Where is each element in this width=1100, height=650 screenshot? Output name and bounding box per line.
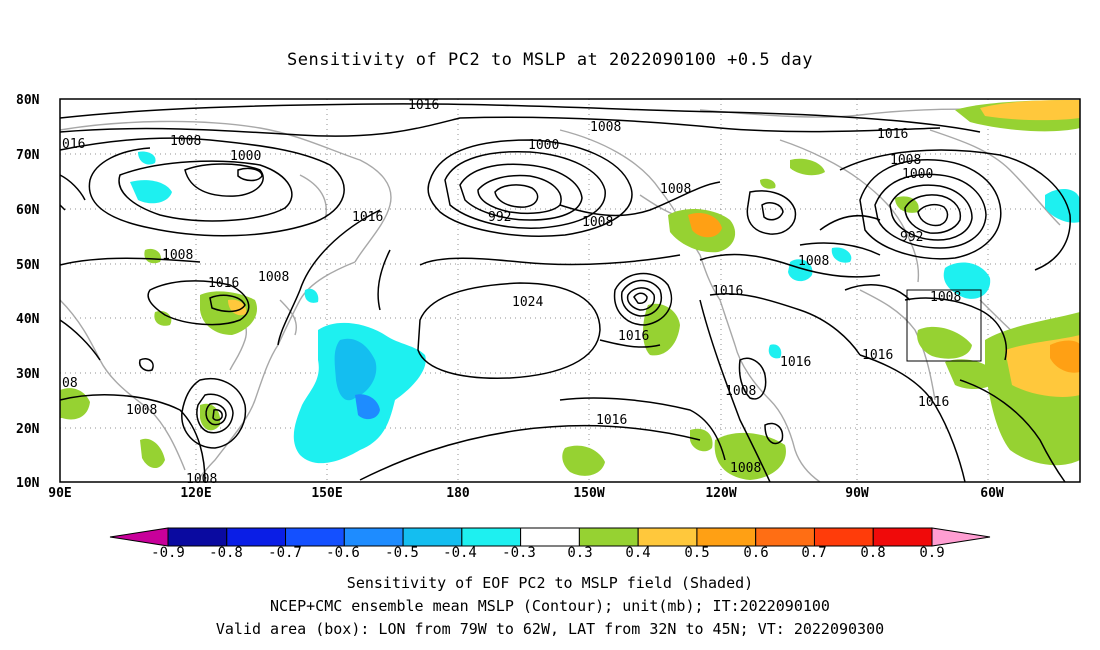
contour-label: 1016 xyxy=(780,355,811,370)
contour-label: 1008 xyxy=(170,134,201,149)
colorbar-swatch xyxy=(285,527,345,547)
contour-label: 1024 xyxy=(512,295,543,310)
lon-tick-label: 120E xyxy=(180,486,211,501)
contour-label: 1016 xyxy=(877,127,908,142)
colorbar-swatch xyxy=(520,527,580,547)
lon-tick-label: 60W xyxy=(980,486,1004,501)
colorbar-swatch xyxy=(872,527,933,547)
contour-label: 992 xyxy=(900,230,923,245)
colorbar-high-end xyxy=(931,527,991,547)
contour-label: 1008 xyxy=(930,290,961,305)
lon-tick-label: 150E xyxy=(311,486,342,501)
contour-label: 1016 xyxy=(208,276,239,291)
lat-tick-label: 70N xyxy=(16,148,40,163)
colorbar-label: 0.4 xyxy=(625,545,650,561)
lon-axis: 90E 120E 150E 180 150W 120W 90W 60W xyxy=(48,486,1004,501)
contour-label: 1008 xyxy=(725,384,756,399)
chart-title: Sensitivity of PC2 to MSLP at 2022090100… xyxy=(286,50,813,70)
contour-label: 1016 xyxy=(862,348,893,363)
colorbar-label: -0.8 xyxy=(209,545,243,561)
contour-label: 1000 xyxy=(528,138,559,153)
contour-label: 1008 xyxy=(730,461,761,476)
colorbar-label: -0.4 xyxy=(443,545,477,561)
lat-tick-label: 80N xyxy=(16,93,40,108)
contour-label: 992 xyxy=(488,210,511,225)
contour-label: 1016 xyxy=(596,413,627,428)
contour-label: 1008 xyxy=(890,153,921,168)
colorbar-swatch xyxy=(226,527,287,547)
colorbar-label: 0.8 xyxy=(860,545,885,561)
colorbar-swatch xyxy=(578,527,639,547)
colorbar-swatch xyxy=(755,527,815,547)
contour-label: 1016 xyxy=(712,284,743,299)
contour-label: 08 xyxy=(62,376,78,391)
contour-label: 1008 xyxy=(126,403,157,418)
contour-label: 1008 xyxy=(590,120,621,135)
colorbar-label: -0.9 xyxy=(151,545,185,561)
contour-label: 1008 xyxy=(258,270,289,285)
contour-label: 1016 xyxy=(918,395,949,410)
colorbar-label: -0.3 xyxy=(502,545,536,561)
contour-labels: 1016 1008 016 1000 992 1008 1016 1000 10… xyxy=(62,98,961,487)
contour-label: 016 xyxy=(62,137,85,152)
contour-label: 1008 xyxy=(186,472,217,487)
colorbar-low-end xyxy=(109,527,169,547)
mslp-contours xyxy=(59,103,1071,483)
colorbar-swatch xyxy=(813,527,874,547)
lat-tick-label: 60N xyxy=(16,203,40,218)
colorbar-swatch xyxy=(167,527,228,547)
colorbar-swatch xyxy=(343,527,404,547)
colorbar-label: -0.5 xyxy=(385,545,419,561)
colorbar-label: 0.5 xyxy=(684,545,709,561)
colorbar-label: 0.6 xyxy=(743,545,768,561)
contour-label: 1000 xyxy=(902,167,933,182)
contour-label: 1008 xyxy=(582,215,613,230)
lat-tick-label: 40N xyxy=(16,312,40,327)
lon-tick-label: 120W xyxy=(705,486,736,501)
lat-axis: 80N 70N 60N 50N 40N 30N 20N 10N xyxy=(16,93,40,491)
contour-label: 1016 xyxy=(618,329,649,344)
contour-label: 1016 xyxy=(408,98,439,113)
colorbar-swatch xyxy=(637,527,698,547)
colorbar-swatch xyxy=(402,527,463,547)
contour-label: 1008 xyxy=(798,254,829,269)
map-frame xyxy=(59,98,1081,483)
contour-label: 1008 xyxy=(660,182,691,197)
lat-tick-label: 30N xyxy=(16,367,40,382)
colorbar: -0.9 -0.8 -0.7 -0.6 -0.5 -0.4 -0.3 0.3 0… xyxy=(109,527,991,561)
caption-contour: NCEP+CMC ensemble mean MSLP (Contour); u… xyxy=(270,597,830,615)
caption-valid-area: Valid area (box): LON from 79W to 62W, L… xyxy=(215,620,885,638)
contour-label: 1008 xyxy=(162,248,193,263)
valid-area-box xyxy=(906,289,982,362)
lat-tick-label: 10N xyxy=(16,476,40,491)
lon-tick-label: 90W xyxy=(845,486,869,501)
lon-tick-label: 180 xyxy=(446,486,470,501)
caption-shading: Sensitivity of EOF PC2 to MSLP field (Sh… xyxy=(346,574,754,592)
colorbar-label: 0.7 xyxy=(801,545,826,561)
lat-tick-label: 50N xyxy=(16,258,40,273)
colorbar-label: 0.3 xyxy=(567,545,592,561)
lon-tick-label: 90E xyxy=(48,486,71,501)
contour-label: 1000 xyxy=(230,149,261,164)
sensitivity-shading xyxy=(60,100,1080,480)
colorbar-label: 0.9 xyxy=(919,545,944,561)
lat-tick-label: 20N xyxy=(16,422,40,437)
colorbar-label: -0.6 xyxy=(326,545,360,561)
lon-tick-label: 150W xyxy=(573,486,604,501)
colorbar-label: -0.7 xyxy=(268,545,302,561)
colorbar-swatch xyxy=(696,527,757,547)
contour-label: 1016 xyxy=(352,210,383,225)
colorbar-swatch xyxy=(461,527,522,547)
